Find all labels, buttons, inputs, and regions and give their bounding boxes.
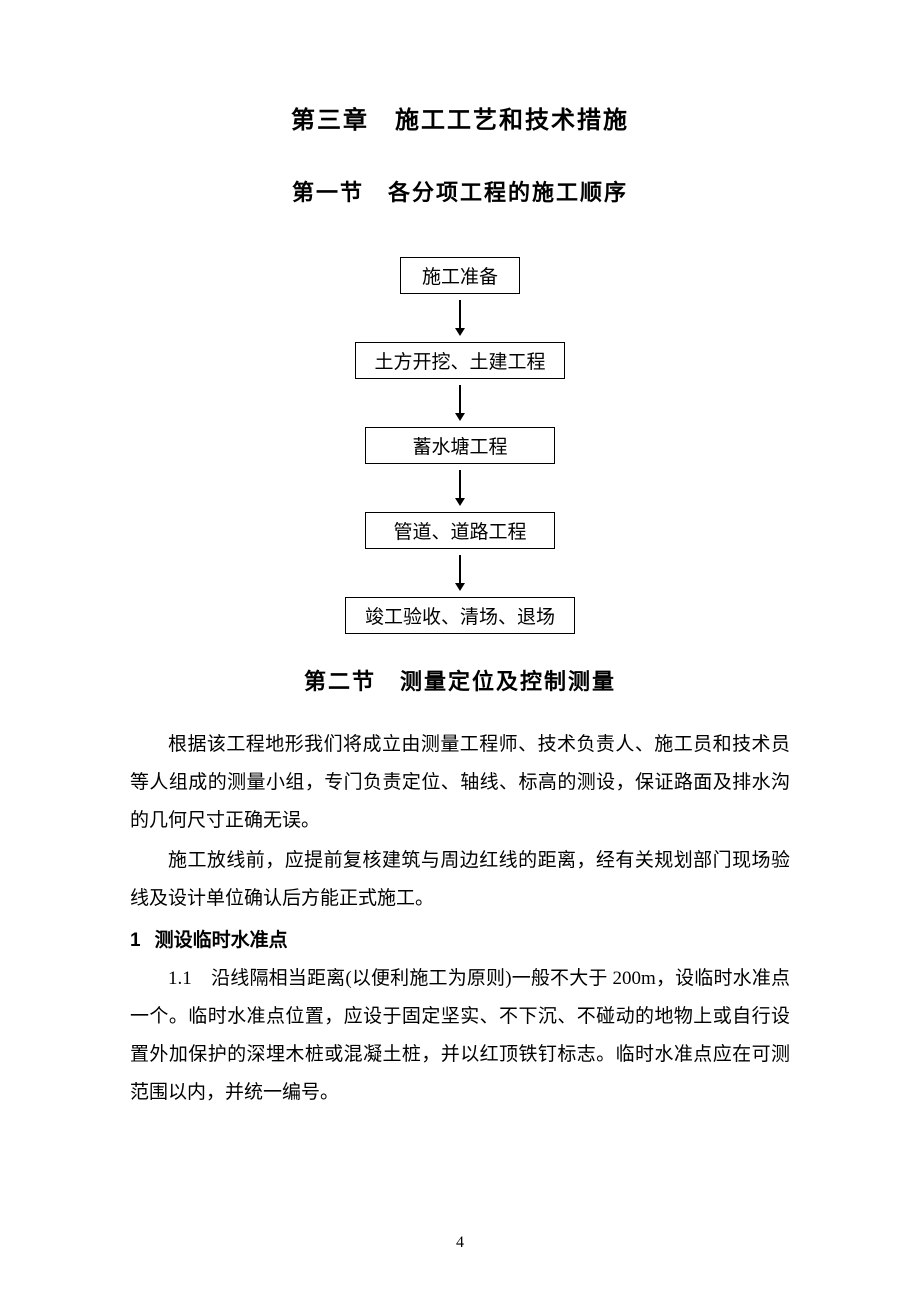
chapter-title: 第三章 施工工艺和技术措施 — [130, 100, 790, 135]
flow-arrow-3 — [455, 470, 465, 506]
flow-node-2: 土方开挖、土建工程 — [355, 342, 565, 379]
section-2-title: 第二节 测量定位及控制测量 — [130, 664, 790, 696]
paragraph-2: 施工放线前，应提前复核建筑与周边红线的距离，经有关规划部门现场验线及设计单位确认… — [130, 842, 790, 918]
sub-paragraph-1-1: 1.1 沿线隔相当距离(以便利施工为原则)一般不大于 200m，设临时水准点一个… — [130, 960, 790, 1112]
heading-1-text: 测设临时水准点 — [155, 930, 288, 951]
flow-node-3: 蓄水塘工程 — [365, 427, 555, 464]
sub-1-1-text: 沿线隔相当距离(以便利施工为原则)一般不大于 200m，设临时水准点一个。临时水… — [130, 968, 790, 1103]
flowchart-container: 施工准备 土方开挖、土建工程 蓄水塘工程 管道、道路工程 竣工验收、清场、退场 — [130, 257, 790, 634]
paragraph-1: 根据该工程地形我们将成立由测量工程师、技术负责人、施工员和技术员等人组成的测量小… — [130, 726, 790, 840]
flow-node-4: 管道、道路工程 — [365, 512, 555, 549]
flow-arrow-2 — [455, 385, 465, 421]
flow-node-1: 施工准备 — [400, 257, 520, 294]
page-number: 4 — [0, 1234, 920, 1252]
flow-node-5: 竣工验收、清场、退场 — [345, 597, 575, 634]
flow-arrow-4 — [455, 555, 465, 591]
sub-1-1-number: 1.1 — [168, 968, 192, 989]
heading-1-number: 1 — [130, 930, 141, 951]
section-1-title: 第一节 各分项工程的施工顺序 — [130, 175, 790, 207]
flow-arrow-1 — [455, 300, 465, 336]
heading-1: 1 测设临时水准点 — [130, 922, 790, 960]
